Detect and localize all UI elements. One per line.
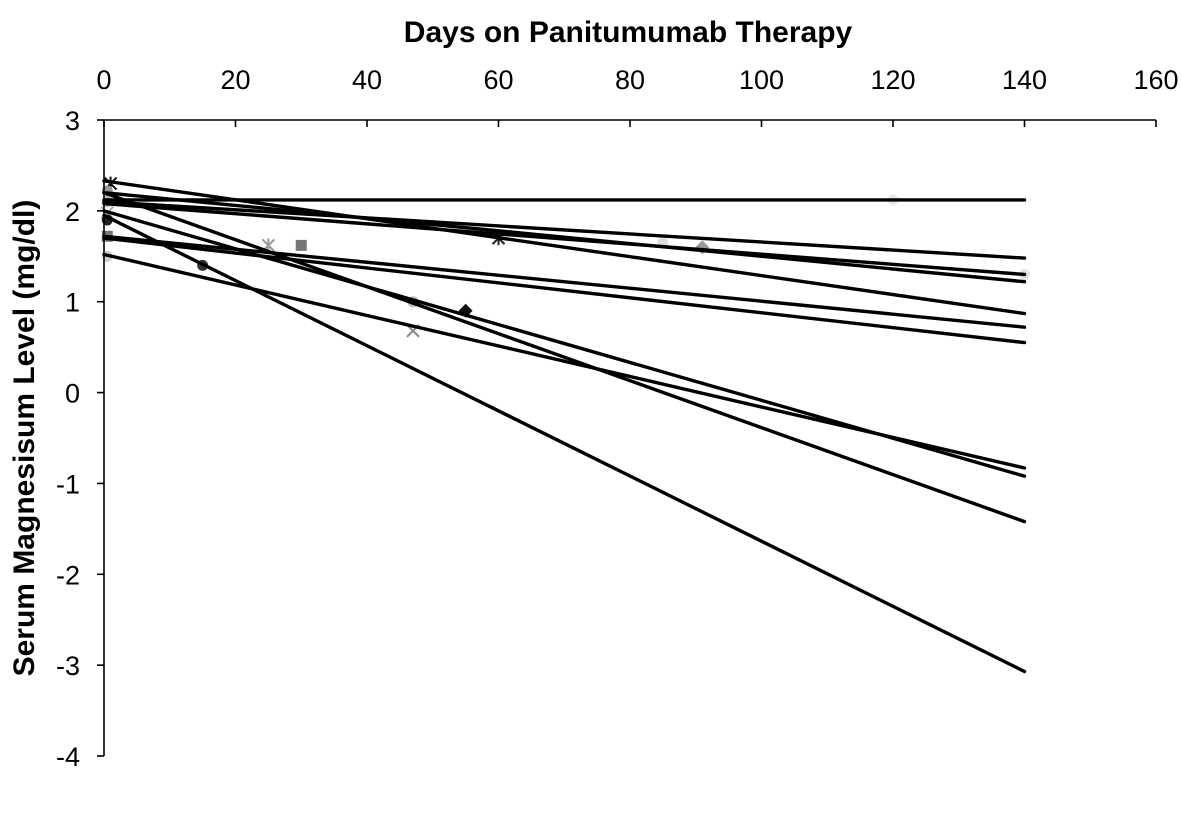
trend-line — [102, 190, 1027, 524]
trend-line — [102, 236, 1027, 345]
trend-line — [102, 190, 1027, 284]
tick-marks — [97, 119, 1157, 757]
x-tick-label: 140 — [1002, 65, 1047, 95]
y-tick-label: 2 — [65, 197, 80, 227]
x-tick-label: 100 — [739, 65, 784, 95]
data-point — [295, 239, 307, 251]
x-tick-label: 160 — [1133, 65, 1178, 95]
x-tick-label: 0 — [96, 65, 111, 95]
plot-area — [100, 176, 1030, 674]
trend-line — [102, 209, 1027, 478]
y-tick-label: -2 — [56, 560, 80, 590]
y-tick-label: 1 — [65, 288, 80, 318]
trend-line — [102, 234, 1027, 329]
x-tick-label: 80 — [615, 65, 645, 95]
y-tick-label: 0 — [65, 379, 80, 409]
y-tick-labels: 3 2 1 0 -1 -2 -3 -4 — [56, 106, 80, 772]
y-tick-label: 3 — [65, 106, 80, 136]
x-tick-label: 40 — [352, 65, 382, 95]
trend-line — [102, 200, 1027, 260]
y-axis-title: Serum Magnesisum Level (mg/dl) — [8, 200, 41, 677]
trend-line — [102, 213, 1027, 674]
x-tick-label: 120 — [870, 65, 915, 95]
x-axis-title: Days on Panitumumab Therapy — [404, 16, 853, 49]
x-tick-label: 20 — [220, 65, 250, 95]
x-tick-labels: 0 20 40 60 80 100 120 140 160 — [96, 65, 1178, 95]
x-tick-label: 60 — [483, 65, 513, 95]
y-tick-label: -3 — [56, 651, 80, 681]
trend-line — [102, 179, 1027, 316]
trend-line — [102, 201, 1027, 277]
y-tick-label: -1 — [56, 469, 80, 499]
y-tick-label: -4 — [56, 742, 80, 772]
